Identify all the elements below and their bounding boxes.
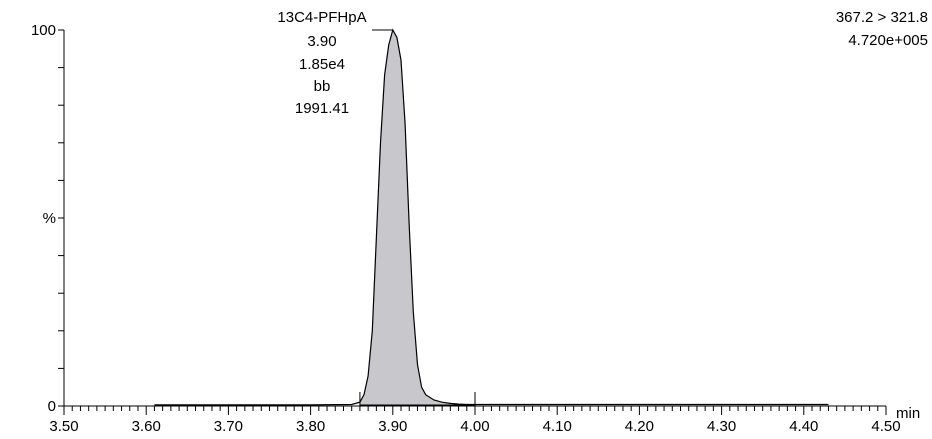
x-tick-label: 3.60	[132, 418, 161, 435]
intensity-label: 4.720e+005	[848, 32, 928, 49]
integrated-peak-area	[359, 30, 475, 406]
peak-height-label: 1.85e4	[299, 56, 345, 73]
x-tick-label: 3.50	[49, 418, 78, 435]
x-tick-label: 4.20	[625, 418, 654, 435]
x-tick-label: 4.50	[871, 418, 900, 435]
x-tick-label: 4.30	[707, 418, 736, 435]
peak-compound-label: 13C4-PFHpA	[277, 9, 366, 26]
x-tick-label: 3.80	[296, 418, 325, 435]
x-tick-label: 4.40	[789, 418, 818, 435]
x-tick-label: 4.10	[543, 418, 572, 435]
peak-integration-type-label: bb	[314, 78, 331, 95]
y-axis-label: %	[43, 210, 56, 227]
x-axis-label: min	[896, 405, 920, 422]
y-tick-label-0: 0	[48, 398, 56, 415]
peak-retention-time-label: 3.90	[307, 33, 336, 50]
transition-label: 367.2 > 321.8	[836, 9, 928, 26]
peak-area-label: 1991.41	[295, 100, 349, 117]
x-tick-label: 4.00	[460, 418, 489, 435]
chromatogram-trace	[154, 28, 829, 406]
x-tick-label: 3.70	[214, 418, 243, 435]
x-tick-label: 3.90	[378, 418, 407, 435]
y-tick-label-100: 100	[31, 22, 56, 39]
